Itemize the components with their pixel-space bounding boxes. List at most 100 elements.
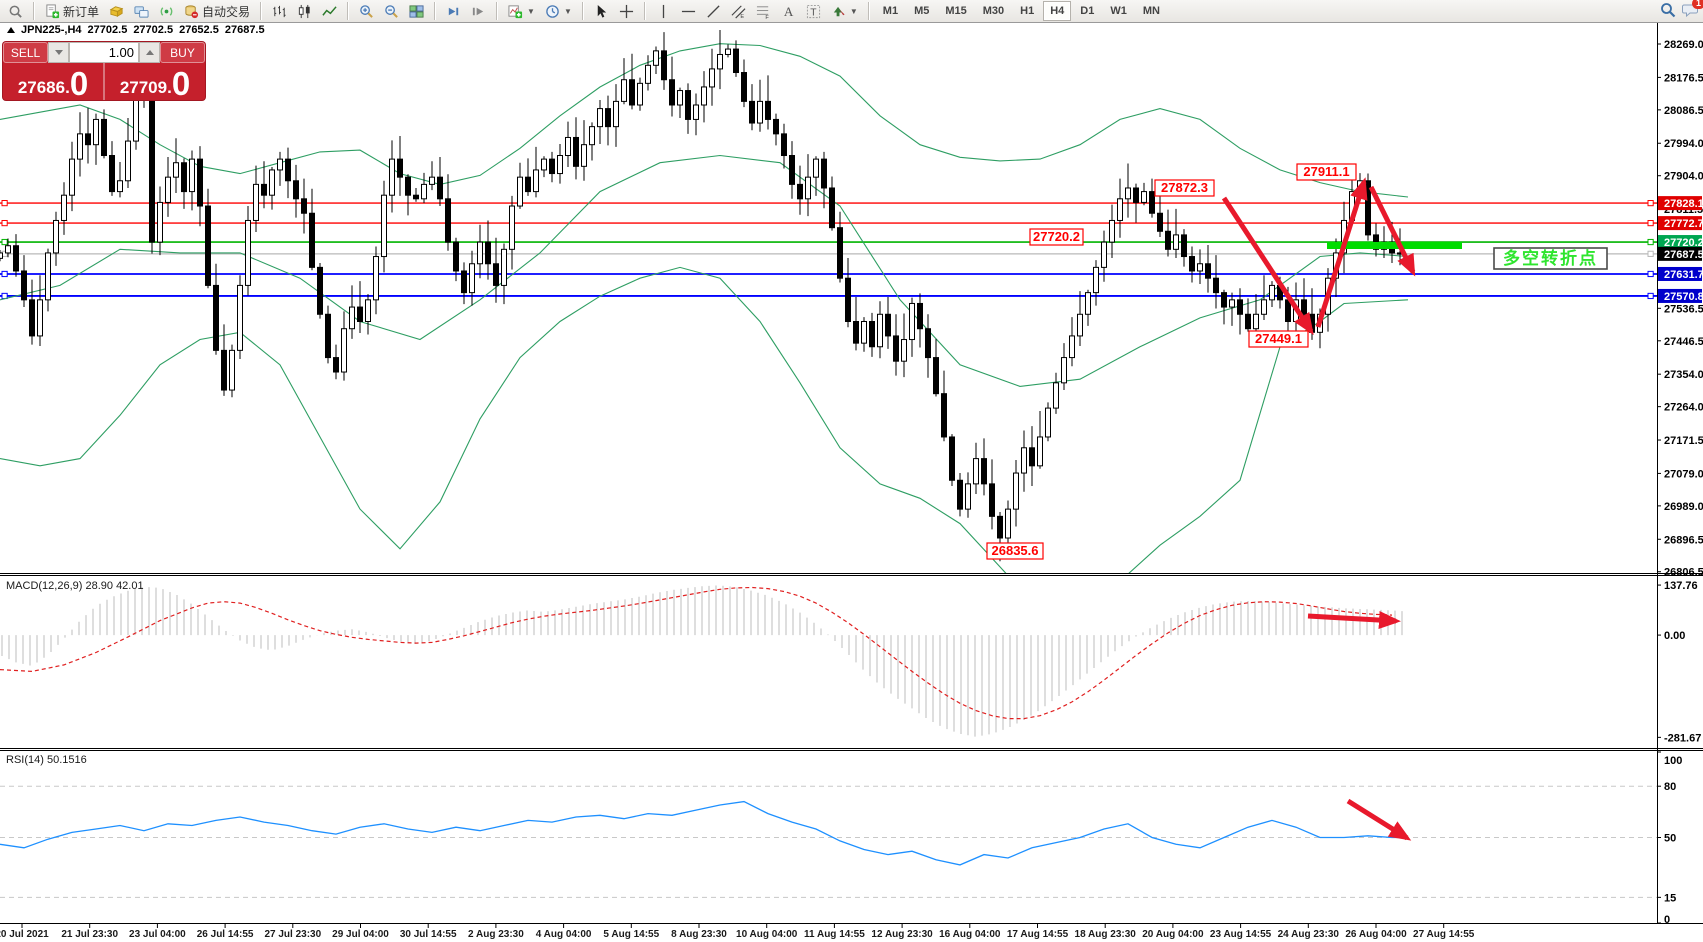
price-callout-box[interactable] (1248, 330, 1309, 348)
timeframe-m30[interactable]: M30 (982, 5, 1005, 17)
toolbar-group (264, 0, 345, 22)
trendline-button[interactable] (701, 0, 726, 22)
text-button[interactable]: A (776, 0, 801, 22)
candles-layer (0, 29, 1403, 562)
svg-text:T: T (810, 7, 817, 18)
indicators-button[interactable]: ▼ (503, 0, 540, 22)
turning-point-box[interactable] (1493, 247, 1608, 270)
new-order-icon (45, 3, 60, 19)
notifications-icon[interactable]: 1 (1682, 0, 1703, 21)
time-axis-label: 16 Aug 04:00 (939, 929, 1001, 940)
price-callout-box[interactable] (1154, 179, 1215, 197)
volume-input[interactable]: 1.00 (69, 42, 139, 63)
annotations-layer: 27872.3 27911.1 27449.1 27720.2 26835.6 多空转折点 (986, 163, 1608, 560)
hline-icon (681, 4, 696, 19)
chart-shift-button[interactable] (466, 0, 491, 22)
buy-button[interactable]: BUY (160, 42, 205, 63)
rsi-line (0, 800, 1405, 866)
line-handle[interactable] (1647, 292, 1654, 300)
svg-text:A: A (784, 4, 794, 19)
trend-arrow-3[interactable] (1368, 185, 1416, 277)
auto-scroll-button[interactable] (441, 0, 466, 22)
zoom-in-button[interactable] (354, 0, 379, 22)
candlestick-chart-button[interactable] (292, 0, 317, 22)
market-watch-button[interactable] (129, 0, 154, 22)
signals-button[interactable] (154, 0, 179, 22)
search-icon[interactable] (1660, 2, 1676, 21)
horizontal-line-button[interactable] (676, 0, 701, 22)
timeframe-m5[interactable]: M5 (914, 5, 930, 17)
toolbar-group (351, 0, 432, 22)
line-handle[interactable] (1647, 219, 1654, 227)
cursor-button[interactable] (589, 0, 614, 22)
line-handle[interactable] (1, 238, 8, 246)
line-handle[interactable] (1647, 270, 1654, 278)
timeframe-w1[interactable]: W1 (1110, 5, 1127, 17)
volume-decrease-button[interactable] (48, 42, 69, 63)
price-badge-text: 27570.8 (1664, 291, 1703, 303)
profiles-button[interactable] (104, 0, 129, 22)
timeframe-mn[interactable]: MN (1142, 5, 1160, 17)
price-callout-box[interactable] (1029, 228, 1084, 246)
price-axis-label: 26806.5 (1664, 567, 1703, 579)
time-axis-label: 20 Jul 2021 (0, 929, 49, 940)
timeframe-h1[interactable]: H1 (1020, 5, 1035, 17)
time-axis[interactable]: 20 Jul 2021 21 Jul 23:30 23 Jul 04:00 26 Ju… (0, 924, 1475, 940)
toolbar-separator (347, 2, 350, 20)
price-axis-label: 27536.5 (1664, 303, 1703, 315)
toolbar-right: 1 (1660, 0, 1703, 22)
line-handle[interactable] (1647, 250, 1654, 257)
chevron-down-icon[interactable]: ▼ (849, 6, 858, 16)
timeframe-d1[interactable]: D1 (1080, 5, 1095, 17)
zoom-in-icon (359, 4, 374, 19)
text-label-button[interactable]: T (801, 0, 826, 22)
sell-button[interactable]: SELL (3, 42, 48, 63)
price-callout-box[interactable] (986, 542, 1044, 560)
price-callout-box[interactable] (1296, 163, 1357, 181)
rsi-axis-label: 15 (1664, 892, 1676, 904)
arrows-button[interactable]: ▼ (826, 0, 863, 22)
rsi-axis-label: 100 (1664, 755, 1682, 767)
bar-chart-button[interactable] (267, 0, 292, 22)
time-axis-label: 23 Jul 04:00 (129, 929, 186, 940)
timeframe-m1[interactable]: M1 (882, 5, 899, 17)
sell-price[interactable]: 27686. 0 (17, 65, 89, 102)
trend-arrow-2[interactable] (1315, 177, 1368, 328)
buy-price[interactable]: 27709. 0 (119, 65, 191, 102)
symbol-ohlc-line[interactable]: JPN225-,H4 27702.5 27702.5 27652.5 27687… (7, 24, 265, 36)
rsi-axis-label: 50 (1664, 833, 1676, 845)
line-handle[interactable] (1, 219, 8, 227)
rsi-arrow[interactable] (1346, 798, 1412, 841)
price-axis[interactable]: 28269.028176.528086.527994.027904.027811… (1657, 39, 1703, 926)
tile-windows-button[interactable] (404, 0, 429, 22)
macd-label: MACD(12,26,9) 28.90 42.01 (6, 580, 144, 592)
chevron-down-icon[interactable]: ▼ (527, 6, 535, 16)
line-handle[interactable] (1647, 238, 1654, 246)
macd-arrow[interactable] (1307, 611, 1401, 630)
equidistant-channel-button[interactable]: E (726, 0, 751, 22)
line-chart-button[interactable] (317, 0, 342, 22)
crosshair-button[interactable] (614, 0, 639, 22)
line-handle[interactable] (1, 270, 8, 278)
chevron-down-icon[interactable]: ▼ (563, 6, 572, 16)
timeframe-m15[interactable]: M15 (945, 5, 967, 17)
price-axis-label: 27264.0 (1664, 402, 1703, 414)
zoom-out-button[interactable] (379, 0, 404, 22)
timeframe-h4[interactable]: H4 (1043, 1, 1072, 21)
open-symbol[interactable] (3, 0, 28, 22)
new-order-button[interactable]: 新订单 (40, 0, 104, 22)
volume-increase-button[interactable] (139, 42, 160, 63)
periods-button[interactable]: ▼ (540, 0, 577, 22)
line-handle[interactable] (1647, 200, 1654, 207)
green-level-bar[interactable] (1327, 242, 1462, 249)
fibonacci-button[interactable]: F (751, 0, 776, 22)
auto-trading-button[interactable]: 自动交易 (179, 0, 255, 22)
vertical-line-button[interactable] (651, 0, 676, 22)
trend-arrow-1[interactable] (1221, 196, 1314, 336)
autoscroll-icon (446, 4, 461, 19)
line-handle[interactable] (1, 200, 8, 207)
price-badge-text: 27720.2 (1664, 237, 1703, 249)
price-axis-label: 27904.0 (1664, 171, 1703, 183)
